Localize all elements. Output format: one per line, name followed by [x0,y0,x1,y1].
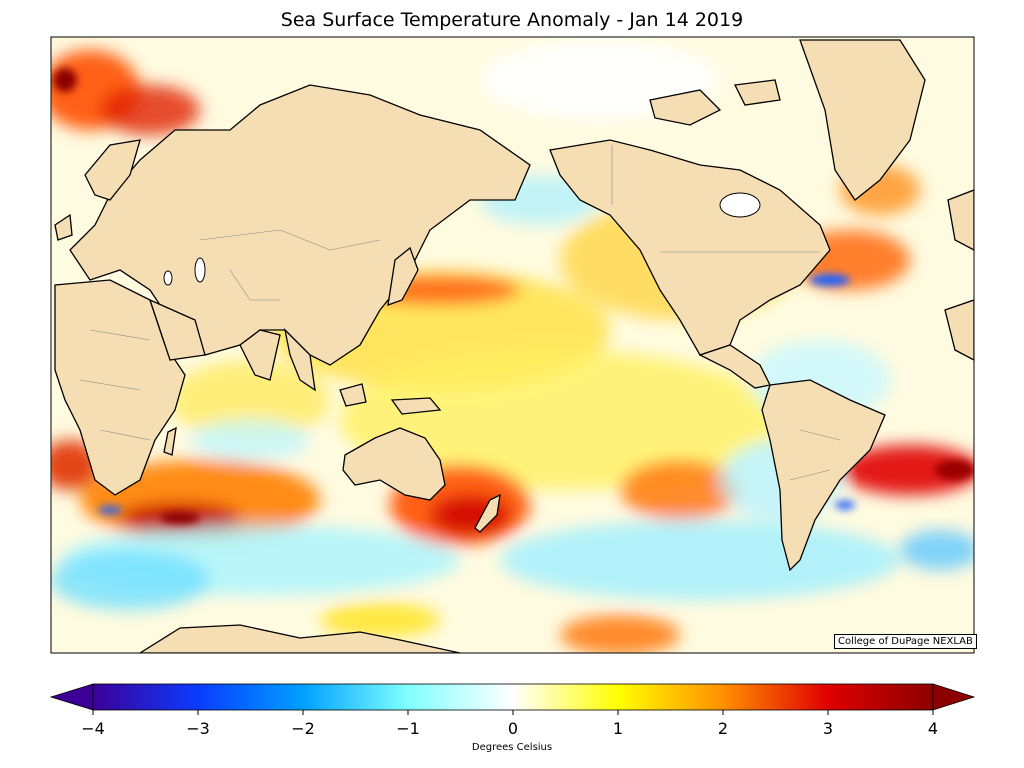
map-title: Sea Surface Temperature Anomaly - Jan 14… [280,9,744,31]
map-frame [50,36,975,654]
anomaly-field [51,40,974,653]
colorbar-tick-label: 4 [927,719,939,738]
borders [79,145,841,481]
colorbar-tick-label: 0 [507,719,519,738]
colorbar-tick-label: −1 [396,719,420,738]
lakes [163,192,761,286]
colorbar-tick-label: 2 [717,719,729,738]
colorbar-label: Degrees Celsius [471,742,553,753]
colorbar-body [93,684,933,710]
colorbar-tick-label: 1 [612,719,624,738]
colorbar-tick-label: −4 [81,719,105,738]
land [54,39,974,653]
colorbar-tick-label: −3 [186,719,210,738]
colorbar-extend-low [49,683,94,711]
anomaly-detail [53,68,974,524]
credit-label: College of DuPage NEXLAB [834,634,977,649]
colorbar-tick-label: 3 [822,719,834,738]
colorbar-tick-label: −2 [291,719,315,738]
colorbar-extend-high [932,683,976,711]
